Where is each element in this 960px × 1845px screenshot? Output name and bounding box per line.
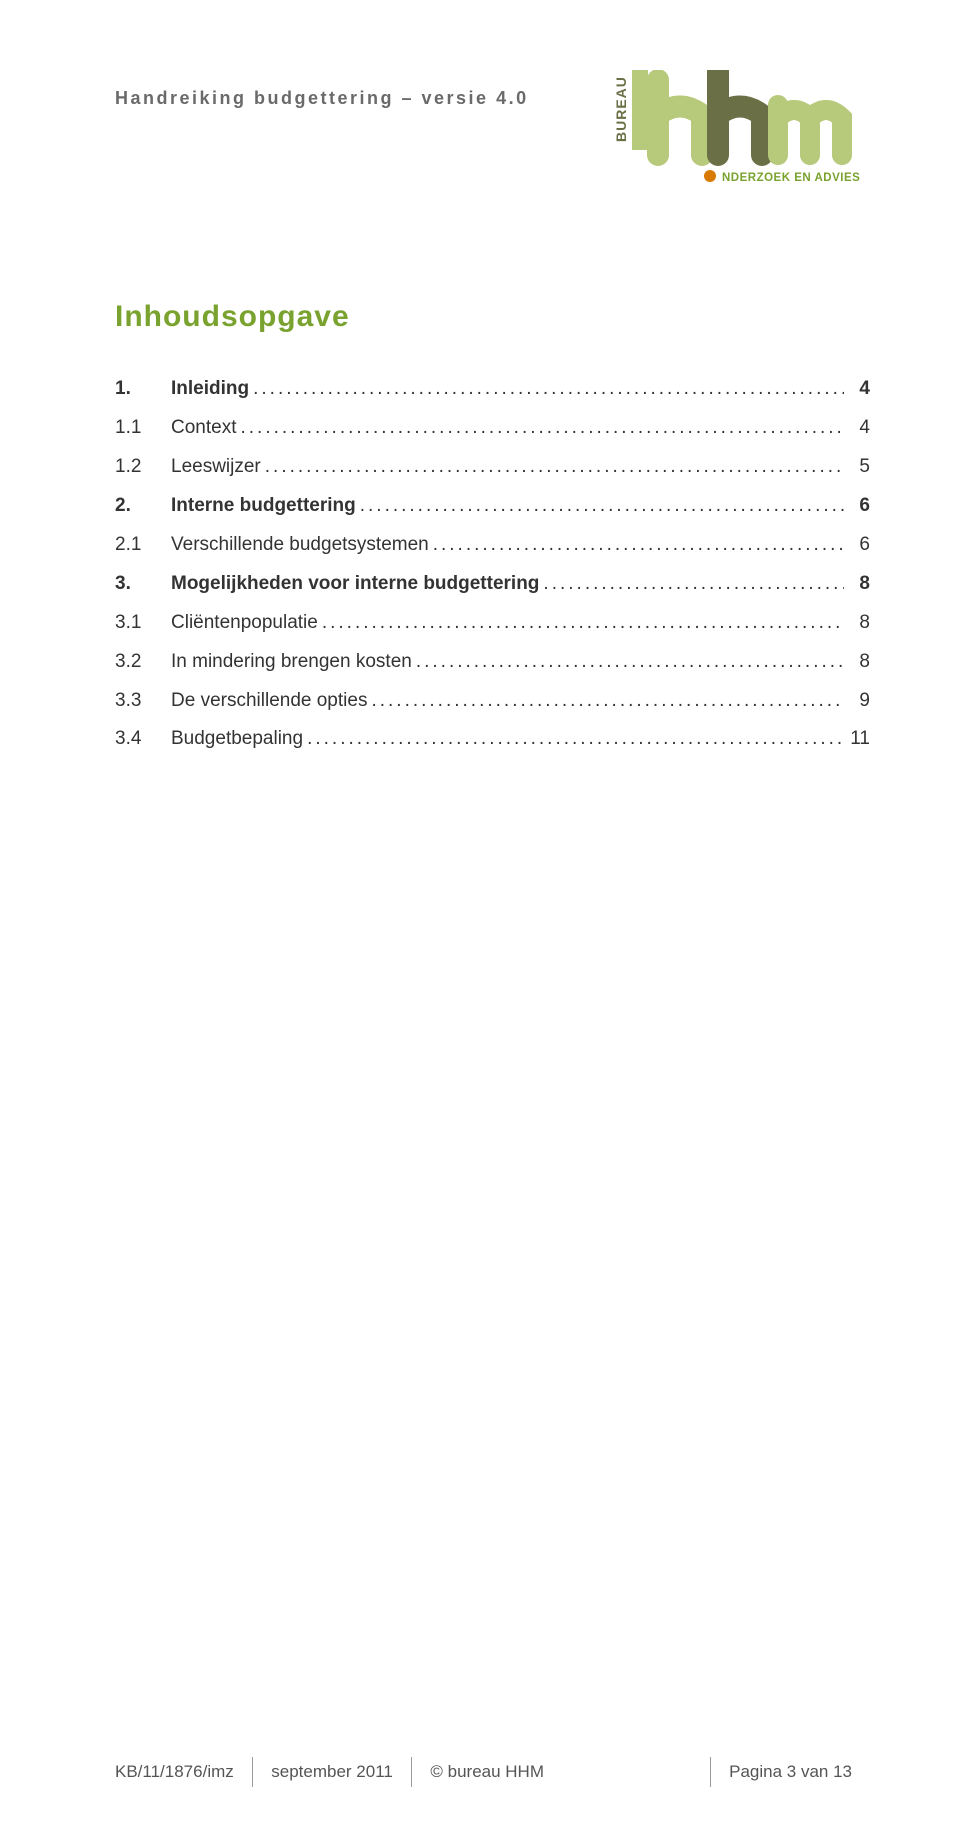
toc-row: 2.1Verschillende budgetsystemen ........… — [115, 526, 870, 565]
toc-label: Context — [171, 409, 236, 448]
toc-label: Inleiding — [171, 370, 249, 409]
footer-page: Pagina 3 van 13 — [711, 1762, 870, 1782]
toc-label: De verschillende opties — [171, 682, 367, 721]
page-footer: KB/11/1876/imz september 2011 © bureau H… — [115, 1757, 870, 1787]
toc-row: 3.2In mindering brengen kosten .........… — [115, 643, 870, 682]
toc-label: In mindering brengen kosten — [171, 643, 412, 682]
toc-row: 2.Interne budgettering .................… — [115, 487, 870, 526]
toc-leader-dots: ........................................… — [412, 643, 844, 682]
toc-leader-dots: ........................................… — [429, 526, 844, 565]
toc-page-number: 9 — [844, 682, 870, 721]
toc-label: Leeswijzer — [171, 448, 261, 487]
toc-label: Mogelijkheden voor interne budgettering — [171, 565, 539, 604]
toc-list: 1.Inleiding ............................… — [115, 370, 870, 759]
toc-row: 3.3De verschillende opties .............… — [115, 682, 870, 721]
toc-number: 3. — [115, 565, 171, 604]
toc-page-number: 6 — [844, 526, 870, 565]
toc-number: 1.2 — [115, 448, 171, 487]
document-header-title: Handreiking budgettering – versie 4.0 — [115, 70, 529, 109]
toc-number: 3.3 — [115, 682, 171, 721]
toc-page-number: 4 — [844, 370, 870, 409]
logo-glyphs — [658, 70, 842, 155]
toc-label: Cliëntenpopulatie — [171, 604, 318, 643]
toc-page-number: 4 — [844, 409, 870, 448]
toc-leader-dots: ........................................… — [318, 604, 844, 643]
logo-bureau-text: BUREAU — [613, 76, 629, 142]
toc-leader-dots: ........................................… — [356, 487, 844, 526]
footer-org: © bureau HHM — [412, 1762, 562, 1782]
toc-title: Inhoudsopgave — [115, 300, 870, 334]
tagline-dot-icon — [704, 170, 716, 182]
toc-row: 3.4Budgetbepaling ......................… — [115, 720, 870, 759]
toc-label: Interne budgettering — [171, 487, 356, 526]
toc-row: 1.Inleiding ............................… — [115, 370, 870, 409]
toc-number: 3.2 — [115, 643, 171, 682]
toc-leader-dots: ........................................… — [261, 448, 844, 487]
toc-page-number: 8 — [844, 604, 870, 643]
logo-bar — [632, 70, 648, 150]
logo: BUREAU NDERZOEK EN ADVIES — [610, 70, 870, 190]
toc-number: 1. — [115, 370, 171, 409]
toc-label: Verschillende budgetsystemen — [171, 526, 429, 565]
toc-page-number: 8 — [844, 643, 870, 682]
toc-number: 2. — [115, 487, 171, 526]
toc-leader-dots: ........................................… — [539, 565, 844, 604]
header-row: Handreiking budgettering – versie 4.0 BU… — [115, 70, 870, 190]
toc-leader-dots: ........................................… — [249, 370, 844, 409]
logo-tagline: NDERZOEK EN ADVIES — [722, 172, 860, 184]
toc-number: 1.1 — [115, 409, 171, 448]
toc-label: Budgetbepaling — [171, 720, 303, 759]
toc-number: 3.4 — [115, 720, 171, 759]
toc-page-number: 6 — [844, 487, 870, 526]
toc-leader-dots: ........................................… — [367, 682, 844, 721]
toc-row: 3.Mogelijkheden voor interne budgetterin… — [115, 565, 870, 604]
document-page: Handreiking budgettering – versie 4.0 BU… — [0, 0, 960, 1845]
toc-page-number: 8 — [844, 565, 870, 604]
toc-number: 3.1 — [115, 604, 171, 643]
toc-number: 2.1 — [115, 526, 171, 565]
toc-row: 3.1Cliëntenpopulatie ...................… — [115, 604, 870, 643]
toc-page-number: 11 — [844, 720, 870, 759]
logo-svg: BUREAU NDERZOEK EN ADVIES — [610, 70, 870, 190]
toc-leader-dots: ........................................… — [236, 409, 844, 448]
toc-page-number: 5 — [844, 448, 870, 487]
toc-leader-dots: ........................................… — [303, 720, 844, 759]
footer-ref: KB/11/1876/imz — [115, 1762, 252, 1782]
footer-date: september 2011 — [253, 1762, 411, 1782]
toc-row: 1.1Context .............................… — [115, 409, 870, 448]
toc-row: 1.2Leeswijzer ..........................… — [115, 448, 870, 487]
